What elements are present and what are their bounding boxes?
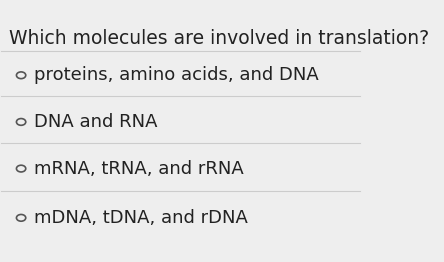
Text: Which molecules are involved in translation?: Which molecules are involved in translat… <box>8 29 428 48</box>
Text: proteins, amino acids, and DNA: proteins, amino acids, and DNA <box>34 66 318 84</box>
Text: DNA and RNA: DNA and RNA <box>34 113 157 131</box>
Text: mRNA, tRNA, and rRNA: mRNA, tRNA, and rRNA <box>34 160 243 178</box>
Text: mDNA, tDNA, and rDNA: mDNA, tDNA, and rDNA <box>34 209 247 227</box>
